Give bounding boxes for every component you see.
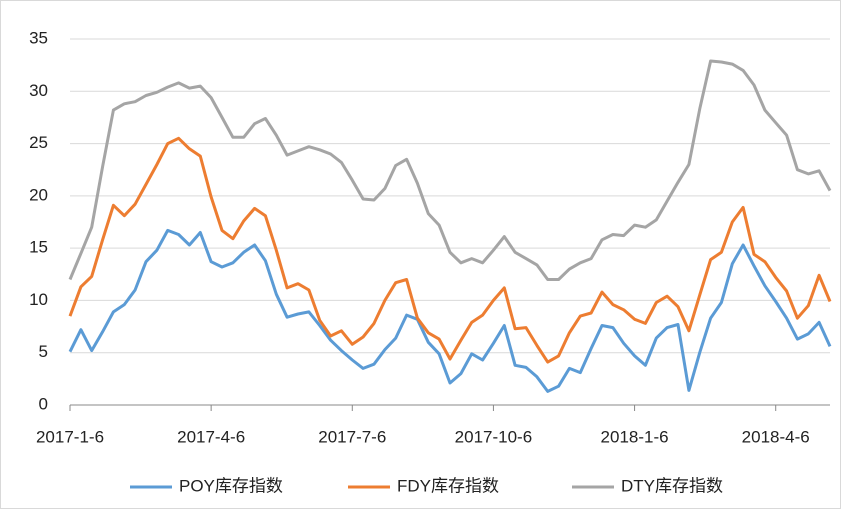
legend-label: FDY库存指数	[397, 476, 499, 495]
y-tick-label: 5	[39, 342, 48, 361]
y-tick-label: 15	[29, 238, 48, 257]
series-line	[68, 228, 832, 393]
series-line	[68, 59, 832, 281]
legend-label: DTY库存指数	[621, 476, 723, 495]
x-tick-label: 2017-7-6	[318, 427, 386, 446]
y-tick-label: 0	[39, 394, 48, 413]
series-line	[68, 136, 832, 364]
x-tick-label: 2018-4-6	[742, 427, 810, 446]
y-tick-label: 20	[29, 185, 48, 204]
y-tick-label: 25	[29, 133, 48, 152]
y-tick-label: 35	[29, 28, 48, 47]
x-tick-label: 2017-10-6	[455, 427, 533, 446]
legend-label: POY库存指数	[179, 476, 283, 495]
x-tick-label: 2017-4-6	[177, 427, 245, 446]
x-tick-label: 2018-1-6	[601, 427, 669, 446]
x-tick-label: 2017-1-6	[36, 427, 104, 446]
y-tick-label: 10	[29, 290, 48, 309]
y-tick-label: 30	[29, 81, 48, 100]
